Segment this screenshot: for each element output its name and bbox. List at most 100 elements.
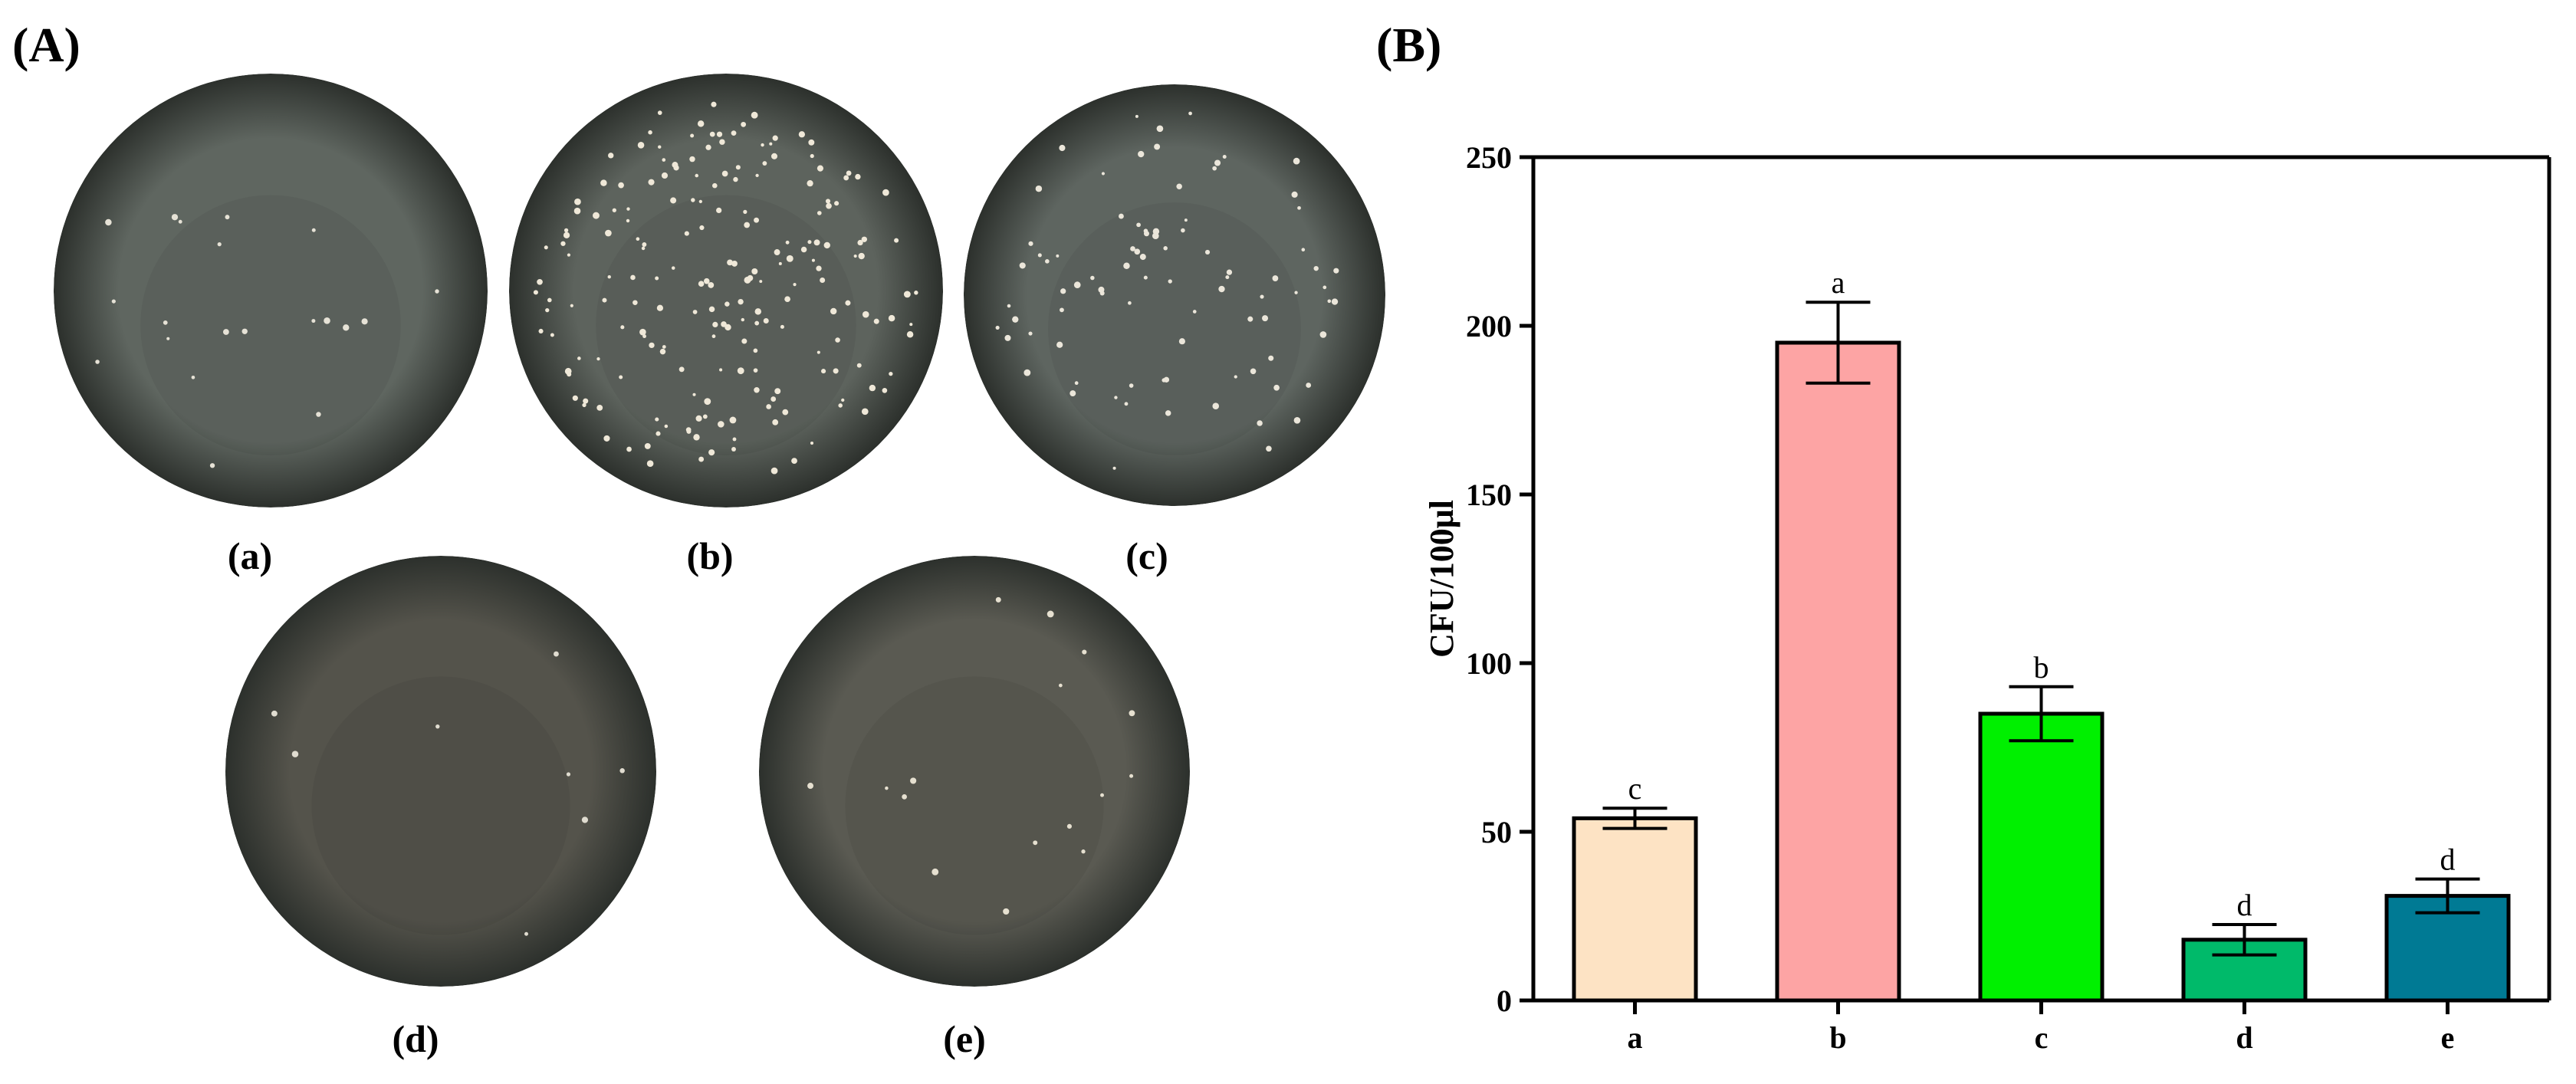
significance-label-c: b	[2034, 650, 2049, 685]
colony	[719, 368, 723, 372]
colony	[691, 198, 695, 202]
colony	[833, 368, 839, 374]
colony	[1268, 355, 1274, 361]
colony	[1046, 610, 1054, 618]
colony	[191, 375, 196, 379]
colony	[718, 421, 724, 428]
colony-group	[807, 596, 1135, 915]
colony	[596, 356, 600, 361]
colony	[826, 202, 832, 209]
colony	[656, 431, 661, 436]
colony	[632, 300, 638, 306]
colony	[209, 463, 215, 468]
colony	[1262, 315, 1269, 322]
colony	[291, 751, 299, 757]
colony	[732, 437, 737, 442]
colony	[909, 323, 913, 327]
colony	[1212, 402, 1220, 409]
cfu-bar-chart: 0 50 100 150 200 250 CFU/100μl c a a b b c d d d e	[1423, 140, 2551, 1055]
colony	[1060, 288, 1066, 294]
colony	[741, 121, 747, 127]
colony	[885, 786, 889, 790]
colony	[737, 367, 744, 375]
colony	[656, 304, 664, 311]
colony	[857, 239, 863, 246]
colony	[1090, 275, 1095, 281]
colony	[695, 415, 702, 422]
colony	[271, 710, 278, 717]
colony	[1162, 378, 1166, 383]
colony	[882, 189, 889, 196]
colony	[111, 299, 116, 304]
significance-label-e: d	[2440, 843, 2456, 877]
colony	[639, 328, 646, 336]
colony	[1319, 331, 1327, 338]
colony	[608, 153, 614, 159]
y-axis-label: CFU/100μl	[1423, 500, 1460, 658]
bar-a	[1572, 816, 1698, 1003]
colony	[1139, 254, 1146, 261]
colony	[741, 338, 748, 344]
colony	[780, 324, 784, 329]
colony	[612, 208, 616, 212]
colony	[738, 298, 744, 305]
colony	[816, 265, 822, 271]
colony	[1260, 294, 1264, 299]
colony	[774, 388, 781, 395]
significance-label-d: d	[2237, 888, 2252, 922]
petri-dish-a	[54, 74, 488, 508]
colony	[670, 197, 677, 204]
colony	[1129, 383, 1134, 388]
colony	[1138, 150, 1145, 158]
colony	[889, 371, 893, 376]
colony	[845, 300, 851, 306]
colony	[642, 242, 647, 247]
colony	[830, 307, 837, 315]
colony	[648, 179, 655, 186]
colony	[825, 199, 831, 204]
colony	[770, 467, 778, 475]
colony	[603, 435, 610, 442]
colony	[1297, 205, 1301, 210]
colony	[657, 110, 662, 115]
colony	[1188, 111, 1192, 116]
colony	[1066, 823, 1073, 829]
colony	[1012, 316, 1019, 323]
colony	[1192, 310, 1197, 314]
colony	[754, 387, 760, 393]
colony	[311, 319, 316, 324]
colony	[1176, 183, 1182, 190]
colony	[572, 395, 578, 401]
colony	[778, 261, 782, 266]
colony	[538, 328, 544, 334]
colony	[841, 398, 845, 402]
colony	[751, 111, 758, 119]
colony	[626, 446, 632, 452]
colony	[731, 130, 737, 136]
significance-label-a: c	[1628, 771, 1642, 806]
colony	[1033, 840, 1038, 846]
colony	[823, 241, 830, 249]
colony	[685, 427, 692, 432]
colony	[807, 240, 812, 245]
y-tick-label: 100	[1466, 646, 1512, 681]
colony	[163, 320, 168, 325]
x-tick-label-e: e	[2441, 1020, 2455, 1055]
colony	[567, 253, 571, 257]
colony	[1073, 281, 1081, 288]
colony	[570, 304, 573, 307]
colony	[1225, 275, 1230, 280]
colony	[861, 408, 869, 416]
colony	[843, 175, 849, 181]
colony	[808, 139, 815, 146]
colony	[712, 321, 718, 328]
colony	[995, 596, 1001, 603]
colony	[1070, 390, 1076, 397]
colony	[810, 153, 814, 159]
colony	[1004, 334, 1011, 341]
colony	[744, 222, 751, 228]
colony	[1035, 185, 1043, 192]
colony	[644, 442, 651, 449]
colony	[770, 396, 777, 402]
colony	[807, 180, 813, 187]
